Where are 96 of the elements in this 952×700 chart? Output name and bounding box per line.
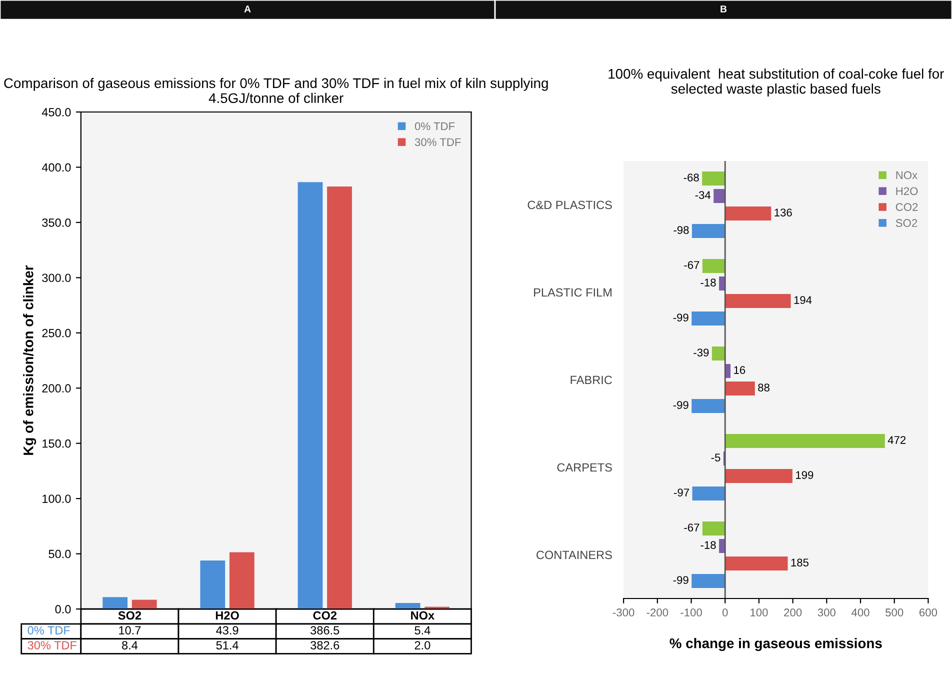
y-tick-label: 350.0: [42, 218, 71, 227]
x-tick-label: -100: [680, 608, 702, 616]
y-tick-label: PLASTIC FILM: [534, 288, 612, 297]
data-label: 386.5: [310, 626, 340, 635]
data-label: -18: [700, 541, 716, 549]
bar: [725, 206, 772, 220]
bar: [395, 603, 420, 609]
data-label: 8.4: [122, 641, 138, 650]
bar: [327, 186, 352, 609]
x-tick-label: CO2: [313, 611, 337, 620]
bar: [712, 346, 726, 360]
data-label: -67: [684, 261, 700, 269]
text: 0% TDF: [28, 626, 70, 635]
x-tick-label: 500: [886, 608, 904, 616]
bar: [132, 600, 157, 609]
data-label: -34: [695, 191, 711, 199]
data-label: 2.0: [414, 641, 430, 650]
bar: [725, 469, 792, 483]
data-label: 16: [734, 366, 746, 374]
data-label: 43.9: [216, 626, 238, 635]
y-tick-label: 400.0: [42, 163, 71, 172]
y-tick-label: CONTAINERS: [536, 550, 612, 560]
data-label: 472: [888, 436, 906, 444]
data-label: 382.6: [310, 641, 340, 650]
text: A: [244, 6, 251, 12]
x-tick-label: 600: [919, 608, 938, 616]
bar: [298, 182, 323, 609]
data-label: 194: [794, 296, 812, 304]
x-tick-label: 300: [818, 608, 836, 616]
bar: [702, 259, 726, 273]
y-tick-label: 100.0: [42, 494, 71, 503]
legend-label: 0% TDF: [414, 122, 455, 130]
bar: [702, 172, 726, 186]
y-tick-label: FABRIC: [570, 376, 612, 384]
x-tick-label: 0: [722, 608, 728, 616]
bar: [102, 597, 128, 609]
legend-label: NOx: [896, 171, 918, 180]
bar: [200, 560, 226, 609]
data-label: -99: [673, 401, 688, 409]
bar: [229, 552, 254, 609]
legend-label: 30% TDF: [414, 138, 461, 146]
bar: [714, 189, 726, 203]
y-tick-label: 50.0: [48, 550, 71, 558]
bar: [692, 399, 726, 413]
x-tick-label: 400: [851, 608, 870, 616]
text: 30% TDF: [28, 641, 76, 650]
chart-title: 100% equivalent heat substitution of coal-coke fuel for selected waste plastic based fuels: [608, 68, 944, 96]
bar: [719, 539, 726, 553]
bar: [692, 486, 726, 500]
data-label: 88: [758, 384, 770, 392]
x-tick-label: -200: [646, 608, 668, 616]
y-axis-title: Kg of emission/ton of clinker: [23, 265, 36, 455]
data-label: -68: [684, 174, 699, 182]
y-tick-label: 250.0: [42, 328, 71, 338]
data-label: 199: [796, 471, 814, 479]
x-tick-label: -300: [612, 608, 634, 616]
x-tick-label: NOx: [411, 611, 434, 620]
data-label: -97: [674, 488, 690, 496]
x-tick-label: H2O: [216, 611, 239, 620]
data-label: 5.4: [414, 626, 430, 635]
x-tick-label: SO2: [118, 611, 142, 620]
data-label: -67: [684, 524, 700, 532]
y-tick-label: 450.0: [42, 108, 71, 116]
data-label: -18: [700, 278, 716, 286]
data-label: 51.4: [216, 641, 238, 650]
y-tick-label: C&D PLASTICS: [528, 200, 612, 210]
bar: [725, 556, 788, 570]
bar: [725, 434, 885, 448]
x-tick-label: 100: [750, 608, 768, 616]
bar: [692, 312, 726, 326]
bar: [702, 522, 726, 536]
data-label: -39: [694, 348, 709, 356]
bar: [692, 224, 726, 238]
data-label: 10.7: [119, 626, 141, 635]
y-tick-label: 0.0: [55, 605, 71, 614]
chart-title: Comparison of gaseous emissions for 0% TDF and 30% TDF in fuel mix of kiln supplying 4.5GJ/tonne of clinker: [4, 78, 548, 104]
data-label: -99: [673, 314, 688, 322]
y-tick-label: 300.0: [42, 274, 71, 282]
x-tick-label: 200: [784, 608, 802, 616]
data-label: 136: [774, 208, 792, 216]
y-tick-label: 200.0: [42, 384, 71, 393]
data-label: -99: [673, 576, 688, 584]
legend-label: CO2: [896, 203, 918, 211]
y-tick-label: 150.0: [42, 439, 71, 448]
data-label: -5: [711, 454, 720, 462]
bar: [692, 574, 726, 588]
bar: [725, 382, 755, 396]
data-label: -98: [674, 226, 689, 234]
y-tick-label: CARPETS: [557, 463, 612, 472]
bar: [719, 276, 726, 290]
x-axis-title: % change in gaseous emissions: [670, 638, 882, 652]
legend-label: H2O: [896, 187, 918, 196]
data-label: 185: [791, 558, 809, 566]
legend-label: SO2: [896, 219, 918, 227]
bar: [725, 294, 791, 308]
text: B: [720, 6, 727, 12]
